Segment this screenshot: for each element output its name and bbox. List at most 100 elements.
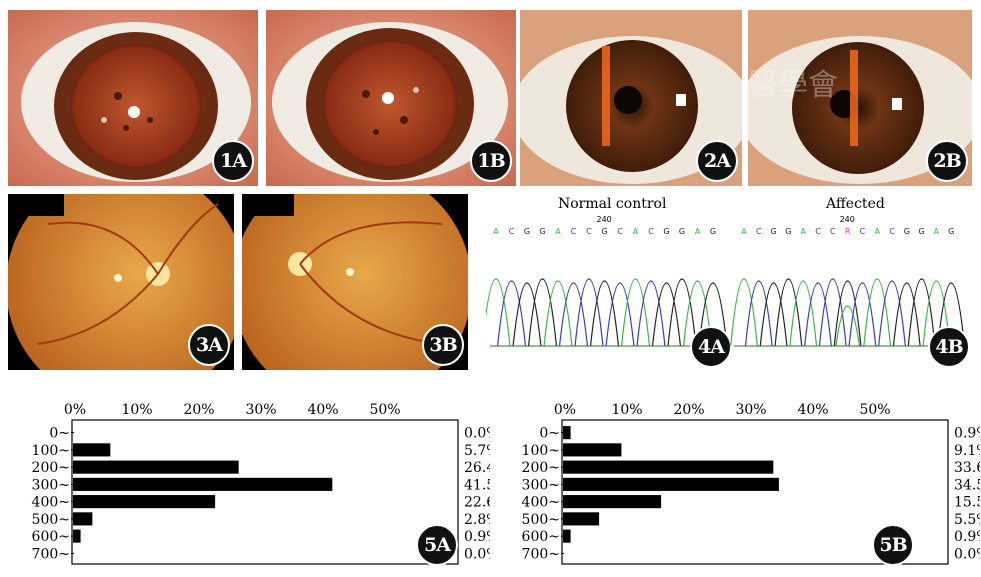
category-label-5a-7: 700~ xyxy=(32,546,70,562)
peak-4a-9 xyxy=(620,278,651,347)
bar-5a-2 xyxy=(73,460,239,474)
base-call-4b-1: C xyxy=(756,227,762,236)
base-call-4b-4: A xyxy=(800,227,806,236)
peak-4a-10 xyxy=(636,280,666,347)
value-label-5b-6: 0.9% xyxy=(954,529,980,545)
bar-5b-3 xyxy=(563,477,779,491)
value-label-5a-3: 41.5% xyxy=(464,477,490,493)
value-label-5b-1: 9.1% xyxy=(954,443,980,459)
bar-5b-2 xyxy=(563,460,774,474)
category-label-5a-1: 100~ xyxy=(32,443,70,459)
chromatogram-title-4a: Normal control xyxy=(558,196,667,212)
peak-4b-9 xyxy=(863,278,892,347)
x-tick-label-5b-3: 30% xyxy=(735,402,766,418)
value-label-5b-4: 15.5% xyxy=(954,495,980,511)
base-call-4a-10: C xyxy=(648,227,654,236)
base-call-4b-8: C xyxy=(860,227,866,236)
panel-label-2b: 2B xyxy=(926,140,968,182)
chart-5b: 0% 10% 20% 30% 40% 50% 0~ 0.9% 100~ 9.1% 200~ 33.6%… xyxy=(522,402,980,565)
category-label-5a-6: 600~ xyxy=(32,529,70,545)
x-tick-label-5b-0: 0% xyxy=(554,402,576,418)
peak-4b-3 xyxy=(774,278,803,347)
x-tick-label-5a-4: 40% xyxy=(307,402,338,418)
x-tick-label-5b-4: 40% xyxy=(797,402,828,418)
x-tick-label-5a-3: 30% xyxy=(245,402,276,418)
base-call-4a-6: C xyxy=(586,227,592,236)
peak-4b-12 xyxy=(907,278,936,347)
category-label-5b-2: 200~ xyxy=(522,460,560,476)
category-label-5b-5: 500~ xyxy=(522,512,560,528)
panel-label-2a: 2A xyxy=(696,140,738,182)
panel-3a-fundus-photo: 3A xyxy=(8,194,234,370)
base-call-4b-5: C xyxy=(815,227,821,236)
base-call-4b-9: A xyxy=(874,227,880,236)
peak-4b-5 xyxy=(804,282,832,347)
category-label-5a-3: 300~ xyxy=(32,477,70,493)
value-label-5b-7: 0.0% xyxy=(954,546,980,562)
peak-4a-8 xyxy=(605,282,635,347)
peak-4a-1 xyxy=(496,280,527,347)
peak-4b-7 xyxy=(833,280,862,347)
panel-label-5a: 5A xyxy=(416,524,458,566)
category-label-5b-0: 0~ xyxy=(539,426,560,442)
panel-label-3a: 3A xyxy=(188,324,230,366)
bar-5b-6 xyxy=(563,529,571,543)
base-call-4a-5: C xyxy=(571,227,577,236)
bar-5a-5 xyxy=(73,512,93,526)
category-label-5a-4: 400~ xyxy=(32,495,70,511)
value-label-5b-5: 5.5% xyxy=(954,512,980,528)
base-call-4b-6: C xyxy=(830,227,836,236)
eye-photo-1b xyxy=(266,10,516,186)
bar-5b-4 xyxy=(563,495,662,509)
base-call-4a-8: C xyxy=(617,227,623,236)
bar-5b-0 xyxy=(563,426,571,440)
position-label-4a: 240 xyxy=(597,215,612,224)
base-call-4a-0: A xyxy=(493,227,499,236)
peak-4b-2 xyxy=(759,282,788,347)
x-tick-label-5b-1: 10% xyxy=(611,402,642,418)
peak-4b-0 xyxy=(730,278,758,347)
base-call-4a-1: C xyxy=(509,227,515,236)
value-label-5a-6: 0.9% xyxy=(464,529,490,545)
peak-4a-6 xyxy=(574,278,604,347)
category-label-5b-7: 700~ xyxy=(522,546,560,562)
peak-4a-3 xyxy=(527,278,558,347)
base-call-4a-14: G xyxy=(710,227,716,236)
panel-4b-chromatogram: Affected A C G G A C C R C A C G G A G 240 4B xyxy=(730,194,974,372)
panel-1b-eye-photo: 1B xyxy=(266,10,516,186)
value-label-5b-0: 0.9% xyxy=(954,426,980,442)
base-call-4a-2: G xyxy=(524,227,530,236)
bar-5a-3 xyxy=(73,477,333,491)
panel-2b-eye-photo: 中華醫學會 2B xyxy=(748,10,972,186)
peak-4a-2 xyxy=(512,282,542,347)
peak-4b-1 xyxy=(744,280,773,347)
base-call-4b-7: R xyxy=(845,227,851,236)
base-call-4b-10: C xyxy=(889,227,895,236)
panel-label-4b: 4B xyxy=(928,326,970,368)
base-call-4b-11: G xyxy=(904,227,910,236)
bar-5a-6 xyxy=(73,529,81,543)
panel-4a-chromatogram: Normal control A C G G A C C G C A C G G A G 240 4A xyxy=(486,194,736,372)
chart-5a: 0% 10% 20% 30% 40% 50% 0~ 0.0% 100~ 5.7% 200~ 26.4%… xyxy=(32,402,490,565)
peak-4b-8 xyxy=(848,282,877,347)
category-label-5a-5: 500~ xyxy=(32,512,70,528)
peak-4b-11 xyxy=(892,282,921,347)
peak-4b-4 xyxy=(789,280,818,347)
x-tick-label-5a-1: 10% xyxy=(121,402,152,418)
panel-2a-eye-photo: 2A xyxy=(520,10,742,186)
peak-4a-0 xyxy=(486,278,511,347)
chart-frame-5a xyxy=(71,419,459,565)
peak-4a-14 xyxy=(698,282,728,347)
fundus-photo-3a xyxy=(8,194,234,370)
value-label-5a-1: 5.7% xyxy=(464,443,490,459)
peak-4a-5 xyxy=(558,282,589,347)
base-call-4a-3: G xyxy=(539,227,545,236)
base-call-4b-2: G xyxy=(770,227,776,236)
peak-secondary-4b-7 xyxy=(835,305,861,347)
base-call-4a-13: A xyxy=(695,227,701,236)
bar-5a-1 xyxy=(73,443,111,457)
x-tick-label-5b-2: 20% xyxy=(673,402,704,418)
bar-5b-1 xyxy=(563,443,622,457)
